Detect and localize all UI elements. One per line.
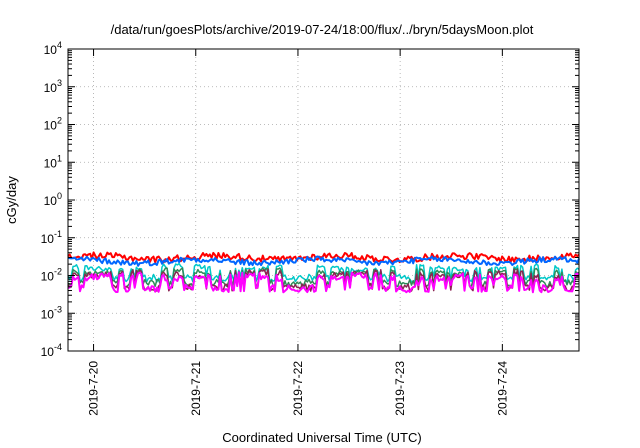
y-tick-base: 10 [44, 43, 58, 57]
series-group [67, 251, 580, 294]
x-tick-label: 2019-7-24 [495, 361, 509, 416]
y-tick-label: 10-3 [41, 304, 62, 321]
y-tick-base: 10 [44, 156, 58, 170]
y-tick-base: 10 [41, 270, 55, 284]
y-tick-base: 10 [44, 194, 58, 208]
y-axis-title: cGy/day [4, 176, 19, 224]
y-tick-exponent: 0 [57, 191, 62, 201]
y-tick-base: 10 [44, 81, 58, 95]
y-tick-exponent: -3 [54, 304, 62, 314]
y-tick-base: 10 [41, 307, 55, 321]
y-tick-exponent: -2 [54, 267, 62, 277]
y-tick-label: 10-4 [41, 342, 62, 359]
y-tick-base: 10 [41, 345, 55, 359]
x-tick-label: 2019-7-21 [189, 361, 203, 416]
x-tick-label: 2019-7-23 [393, 361, 407, 416]
x-axis: 2019-7-20 2019-7-21 2019-7-22 2019-7-23 2019… [87, 49, 509, 416]
y-tick-label: 103 [44, 78, 62, 95]
y-tick-label: 101 [44, 153, 62, 170]
y-tick-label: 100 [44, 191, 62, 208]
series-1-line [67, 251, 580, 264]
y-tick-exponent: -4 [54, 342, 62, 352]
grid [68, 48, 579, 352]
y-tick-label: 104 [44, 40, 62, 57]
x-axis-title: Coordinated Universal Time (UTC) [222, 430, 421, 445]
series-6-line [67, 271, 580, 294]
series-2-line [67, 255, 580, 267]
x-tick-label: 2019-7-22 [291, 361, 305, 416]
y-tick-base: 10 [44, 119, 58, 133]
y-tick-label: 102 [44, 116, 62, 133]
y-tick-exponent: 1 [57, 153, 62, 163]
y-tick-exponent: 2 [57, 116, 62, 126]
y-tick-exponent: -1 [54, 229, 62, 239]
y-tick-exponent: 4 [57, 40, 62, 50]
y-tick-label: 10-1 [41, 229, 62, 246]
x-tick-label: 2019-7-20 [87, 361, 101, 416]
chart-title: /data/run/goesPlots/archive/2019-07-24/1… [111, 22, 534, 37]
y-tick-label: 10-2 [41, 267, 62, 284]
y-tick-exponent: 3 [57, 78, 62, 88]
y-tick-base: 10 [41, 232, 55, 246]
